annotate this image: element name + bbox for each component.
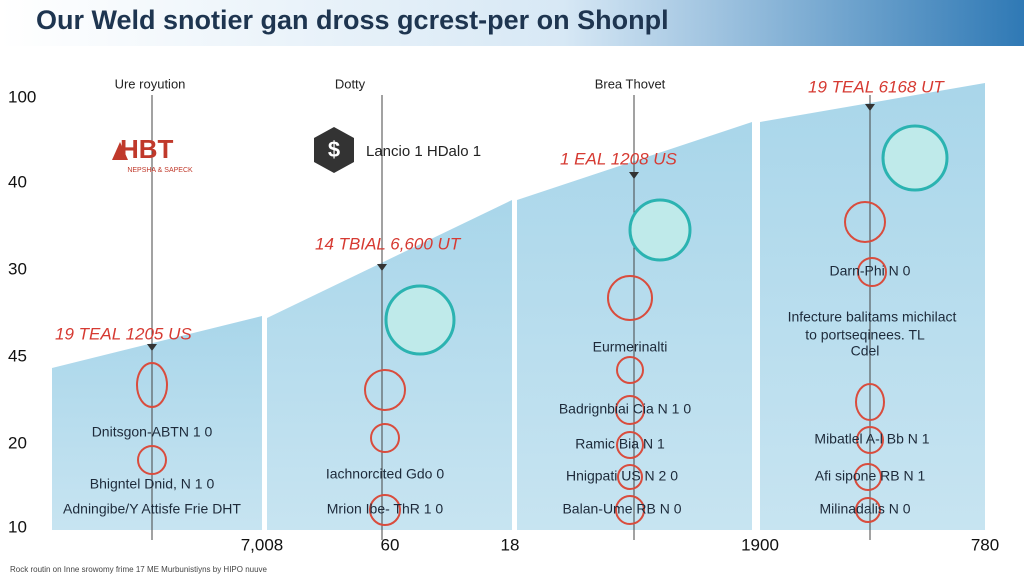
logo-icon bbox=[112, 142, 128, 160]
badge: Lancio 1 HDalo 1 bbox=[366, 143, 481, 160]
item: Badrignbiai Cia N 1 0 bbox=[559, 401, 692, 417]
logo: HBT bbox=[120, 134, 174, 164]
panel-heading: Dotty bbox=[335, 76, 366, 91]
areas bbox=[52, 83, 985, 530]
item: to portseqinees. TL bbox=[805, 327, 925, 343]
dollar-icon bbox=[314, 127, 354, 173]
item: Ramic Bia N 1 bbox=[575, 436, 665, 452]
x-label: 7,008 bbox=[241, 535, 284, 554]
y-label: 10 bbox=[8, 517, 27, 536]
item: Cdel bbox=[851, 343, 880, 359]
item: Eurmerinalti bbox=[593, 339, 668, 355]
y-label: 30 bbox=[8, 259, 27, 278]
callout: 14 TBIAL 6,600 UT bbox=[315, 234, 462, 253]
item: Milinadalis N 0 bbox=[819, 501, 910, 517]
item: Mrion Ibe- ThR 1 0 bbox=[327, 501, 444, 517]
item: Bhigntel Dnid, N 1 0 bbox=[90, 476, 215, 492]
y-label: 45 bbox=[8, 346, 27, 365]
logo-sub: NEPSHA & SAPECK bbox=[127, 167, 193, 174]
title: Our Weld snotier gan dross gcrest-per on… bbox=[36, 5, 669, 35]
item: Iachnorcited Gdo 0 bbox=[326, 466, 445, 482]
callout: 1 EAL 1208 US bbox=[560, 149, 678, 168]
item: Dnitsgon-ABTN 1 0 bbox=[92, 424, 213, 440]
x-label: 60 bbox=[381, 535, 400, 554]
y-label: 20 bbox=[8, 433, 27, 452]
item: Mibatlel A-l Bb N 1 bbox=[814, 431, 929, 447]
footer-note: Rock routin on Inne srowomy frime 17 ME … bbox=[10, 565, 268, 574]
title-bar bbox=[0, 0, 1024, 46]
callout: 19 TEAL 1205 US bbox=[55, 324, 192, 343]
x-label: 780 bbox=[971, 535, 999, 554]
item: Hnigpati US N 2 0 bbox=[566, 468, 678, 484]
callout: 19 TEAL 6168 UT bbox=[808, 77, 945, 96]
x-label: 1900 bbox=[741, 535, 779, 554]
item: Adningibe/Y Attisfe Frie DHT bbox=[63, 501, 241, 517]
panel-heading: Ure royution bbox=[115, 76, 186, 91]
icons bbox=[136, 124, 949, 526]
markers bbox=[147, 104, 875, 351]
y-label: 100 bbox=[8, 87, 36, 106]
panel-heading: Brea Thovet bbox=[595, 76, 666, 91]
item: Darn-Phi N 0 bbox=[830, 263, 911, 279]
item: Balan-Ume RB N 0 bbox=[562, 501, 681, 517]
item: Afi sipone RB N 1 bbox=[815, 468, 926, 484]
x-label: 18 bbox=[501, 535, 520, 554]
item: Infecture balitams michilact bbox=[788, 309, 957, 325]
dollar-sign: $ bbox=[328, 137, 340, 162]
guide-lines bbox=[151, 95, 871, 540]
y-label: 40 bbox=[8, 172, 27, 191]
